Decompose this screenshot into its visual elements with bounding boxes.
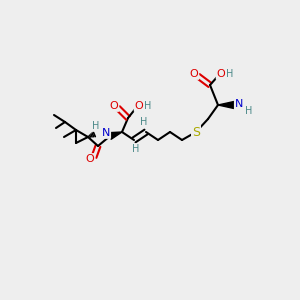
Text: N: N: [102, 128, 110, 138]
Text: H: H: [226, 69, 234, 79]
Text: H: H: [144, 101, 152, 111]
Text: N: N: [235, 99, 243, 109]
Polygon shape: [109, 132, 122, 139]
Text: O: O: [190, 69, 198, 79]
Text: O: O: [110, 101, 118, 111]
Text: O: O: [85, 154, 94, 164]
Text: O: O: [135, 101, 143, 111]
Polygon shape: [218, 101, 234, 109]
Text: H: H: [132, 144, 140, 154]
Text: H: H: [140, 117, 148, 127]
Text: O: O: [217, 69, 225, 79]
Text: S: S: [192, 125, 200, 139]
Text: H: H: [92, 121, 100, 131]
Text: H: H: [245, 106, 253, 116]
